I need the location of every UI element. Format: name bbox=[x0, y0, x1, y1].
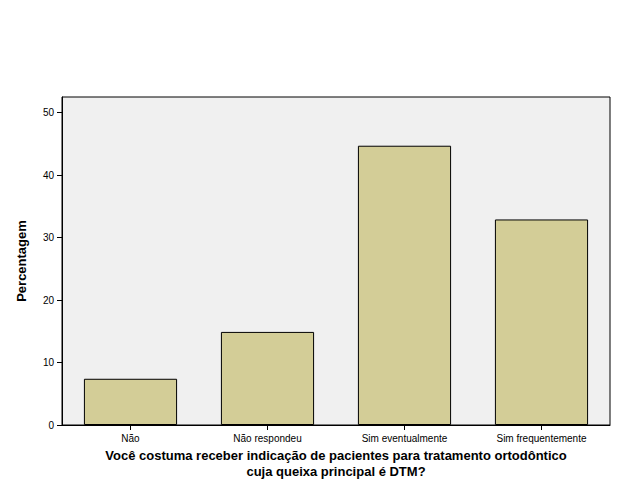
svg-text:20: 20 bbox=[43, 295, 55, 306]
svg-text:30: 30 bbox=[43, 232, 55, 243]
svg-text:Sim frequentemente: Sim frequentemente bbox=[496, 433, 586, 444]
svg-text:Sim eventualmente: Sim eventualmente bbox=[362, 433, 448, 444]
svg-text:cuja queixa principal é DTM?: cuja queixa principal é DTM? bbox=[246, 464, 425, 479]
svg-text:50: 50 bbox=[43, 107, 55, 118]
svg-text:Você costuma receber indicação: Você costuma receber indicação de pacien… bbox=[105, 448, 566, 463]
svg-text:40: 40 bbox=[43, 170, 55, 181]
svg-text:Não respondeu: Não respondeu bbox=[233, 433, 301, 444]
svg-text:10: 10 bbox=[43, 357, 55, 368]
svg-text:Percentagem: Percentagem bbox=[14, 220, 29, 302]
svg-text:0: 0 bbox=[48, 420, 54, 431]
svg-text:Não: Não bbox=[121, 433, 140, 444]
